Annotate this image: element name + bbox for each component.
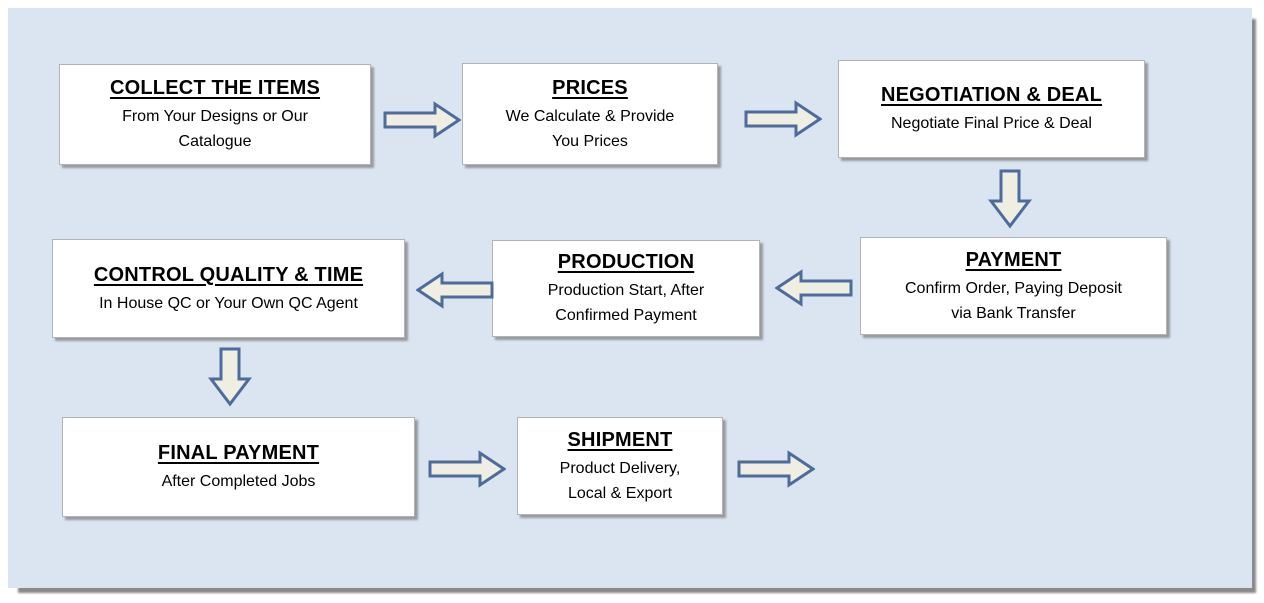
step-title: NEGOTIATION & DEAL [880, 84, 1102, 106]
arrow-right-icon [428, 450, 506, 488]
step-prices: PRICES We Calculate & Provide You Prices [462, 63, 718, 165]
step-subtitle: Production Start, After Confirmed Paymen… [547, 282, 705, 324]
step-title: SHIPMENT [567, 428, 673, 451]
step-title: FINAL PAYMENT [157, 442, 320, 464]
step-collect-the-items: COLLECT THE ITEMS From Your Designs or O… [59, 64, 371, 165]
step-subtitle: Negotiate Final Price & Deal [891, 115, 1092, 132]
arrow-left-icon [775, 269, 853, 307]
arrow-right-icon [383, 101, 461, 139]
step-subtitle: After Completed Jobs [161, 473, 316, 490]
step-title: PRODUCTION [557, 251, 695, 273]
arrow-down-icon [988, 169, 1032, 229]
step-payment: PAYMENT Confirm Order, Paying Deposit vi… [860, 237, 1167, 335]
step-subtitle: In House QC or Your Own QC Agent [99, 294, 358, 312]
step-negotiation-and-deal: NEGOTIATION & DEAL Negotiate Final Price… [838, 60, 1145, 158]
step-shipment: SHIPMENT Product Delivery, Local & Expor… [517, 417, 723, 515]
step-final-payment: FINAL PAYMENT After Completed Jobs [62, 417, 415, 517]
step-subtitle: We Calculate & Provide You Prices [505, 107, 675, 150]
arrow-right-icon [737, 450, 815, 488]
step-subtitle: From Your Designs or Our Catalogue [122, 108, 308, 150]
arrow-left-icon [416, 271, 494, 309]
step-subtitle: Confirm Order, Paying Deposit via Bank T… [905, 279, 1122, 322]
step-title: CONTROL QUALITY & TIME [93, 263, 364, 286]
step-production: PRODUCTION Production Start, After Confi… [492, 240, 760, 337]
step-title: PRICES [552, 76, 628, 99]
arrow-down-icon [208, 347, 252, 407]
arrow-right-icon [744, 100, 822, 138]
step-title: COLLECT THE ITEMS [109, 77, 321, 99]
step-control-quality-and-time: CONTROL QUALITY & TIME In House QC or Yo… [52, 239, 405, 338]
step-subtitle: Product Delivery, Local & Export [559, 459, 681, 502]
step-title: PAYMENT [965, 248, 1062, 271]
